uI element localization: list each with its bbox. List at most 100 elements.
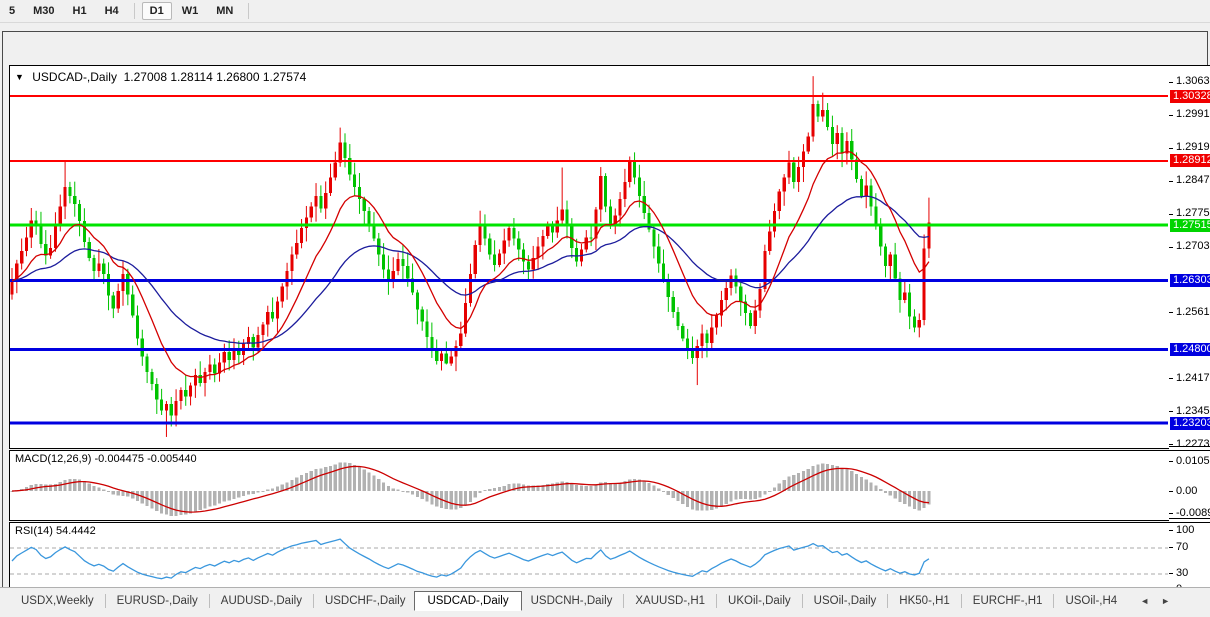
price-chart-panel[interactable] <box>9 65 1171 449</box>
candle <box>748 313 752 326</box>
macd-histogram-bar <box>213 491 217 506</box>
candle <box>792 162 796 183</box>
candle <box>777 191 781 212</box>
timeframe-button-m30[interactable]: M30 <box>33 5 55 17</box>
candle <box>502 240 506 254</box>
macd-histogram-bar <box>309 470 313 491</box>
macd-histogram-bar <box>208 491 212 507</box>
tab-hk50-h1[interactable]: HK50-,H1 <box>899 595 950 607</box>
macd-histogram-bar <box>628 479 632 491</box>
macd-histogram-bar <box>908 491 912 507</box>
timeframe-button-h4[interactable]: H4 <box>104 5 119 17</box>
macd-histogram-bar <box>131 491 135 499</box>
candle <box>164 403 169 411</box>
tab-scroll-right-icon[interactable]: ► <box>1161 596 1171 606</box>
candle <box>908 292 912 317</box>
macd-histogram-bar <box>652 485 656 491</box>
tab-usdcad-daily[interactable]: USDCAD-,Daily <box>414 591 522 611</box>
macd-histogram-bar <box>386 486 391 491</box>
macd-histogram-bar <box>135 491 140 501</box>
candle <box>903 292 907 301</box>
rsi-line <box>11 538 930 580</box>
macd-histogram-bar <box>632 478 637 491</box>
candle <box>869 185 873 207</box>
timeframe-button-5[interactable]: 5 <box>9 5 16 17</box>
macd-histogram-bar <box>599 482 603 491</box>
candle <box>280 286 284 302</box>
price-level-badge: 1.27515 <box>1170 218 1210 232</box>
candle <box>488 238 492 255</box>
chevron-down-icon[interactable]: ▼ <box>15 72 24 82</box>
timeframe-button-mn[interactable]: MN <box>216 5 234 17</box>
candle <box>49 247 53 256</box>
candle <box>285 270 289 287</box>
timeframe-button-w1[interactable]: W1 <box>181 5 199 17</box>
macd-signal-line <box>11 465 929 513</box>
macd-histogram-bar <box>227 491 231 501</box>
tab-usdcnh-daily[interactable]: USDCNH-,Daily <box>530 595 613 607</box>
candle <box>324 192 328 209</box>
candle <box>753 310 757 326</box>
macd-canvas[interactable] <box>10 451 1168 518</box>
candle <box>710 327 714 343</box>
tab-usoil-daily[interactable]: USOil-,Daily <box>813 595 877 607</box>
macd-histogram-bar <box>830 465 835 491</box>
tab-usoil-h4[interactable]: USOil-,H4 <box>1065 595 1118 607</box>
candle <box>63 186 67 207</box>
axis-tick <box>1169 147 1173 149</box>
horizontal-level-line <box>10 95 1168 97</box>
candle <box>237 348 241 356</box>
macd-tick-label: 0.00 <box>1176 485 1198 497</box>
macd-histogram-bar <box>179 491 183 516</box>
axis-tick <box>1169 461 1173 462</box>
tab-scroll-left-icon[interactable]: ◄ <box>1140 596 1150 606</box>
candle <box>29 220 33 238</box>
macd-histogram-bar <box>546 483 550 491</box>
macd-histogram-bar <box>295 477 299 491</box>
candle <box>435 350 439 362</box>
chart-ohlc-values: 1.27008 1.28114 1.26800 1.27574 <box>123 70 307 84</box>
candle <box>459 333 463 347</box>
candle <box>772 211 777 232</box>
candle <box>560 209 564 221</box>
timeframe-button-h1[interactable]: H1 <box>72 5 87 17</box>
tab-xauusd-h1[interactable]: XAUUSD-,H1 <box>635 595 706 607</box>
macd-histogram-bar <box>710 491 714 510</box>
macd-histogram-bar <box>333 464 337 491</box>
macd-panel[interactable] <box>9 450 1171 521</box>
tab-usdx-weekly[interactable]: USDX,Weekly <box>21 595 94 607</box>
macd-histogram-bar <box>570 483 574 491</box>
candle <box>227 352 231 360</box>
macd-histogram-bar <box>825 463 830 491</box>
rsi-canvas[interactable] <box>10 523 1168 591</box>
rsi-panel[interactable] <box>9 522 1171 594</box>
tab-eurchf-h1[interactable]: EURCHF-,H1 <box>972 595 1043 607</box>
macd-histogram-bar <box>251 491 255 494</box>
macd-histogram-bar <box>493 488 497 491</box>
candle <box>406 266 410 279</box>
tab-usdchf-daily[interactable]: USDCHF-,Daily <box>324 595 406 607</box>
price-chart-canvas[interactable] <box>10 66 1168 446</box>
fast-ma-line <box>11 150 930 379</box>
horizontal-level-line <box>10 159 1168 162</box>
macd-histogram-bar <box>594 484 598 491</box>
tab-eurusd-daily[interactable]: EURUSD-,Daily <box>116 595 198 607</box>
macd-histogram-bar <box>758 491 762 498</box>
macd-histogram-bar <box>724 491 728 504</box>
tab-separator <box>623 594 625 608</box>
macd-histogram-bar <box>410 491 415 495</box>
macd-histogram-bar <box>603 481 608 491</box>
macd-histogram-bar <box>314 468 318 491</box>
candle <box>24 237 29 252</box>
tab-audusd-daily[interactable]: AUDUSD-,Daily <box>220 595 302 607</box>
candle <box>589 237 593 239</box>
macd-histogram-bar <box>560 481 564 491</box>
candle <box>879 226 883 247</box>
axis-tick <box>1169 378 1173 380</box>
macd-axis: 0.010578 0.00 -0.00896 <box>1169 450 1210 519</box>
timeframe-button-d1[interactable]: D1 <box>141 2 172 20</box>
candle <box>637 177 641 196</box>
candle <box>150 371 154 385</box>
candle <box>169 403 173 416</box>
tab-ukoil-daily[interactable]: UKOil-,Daily <box>728 595 791 607</box>
